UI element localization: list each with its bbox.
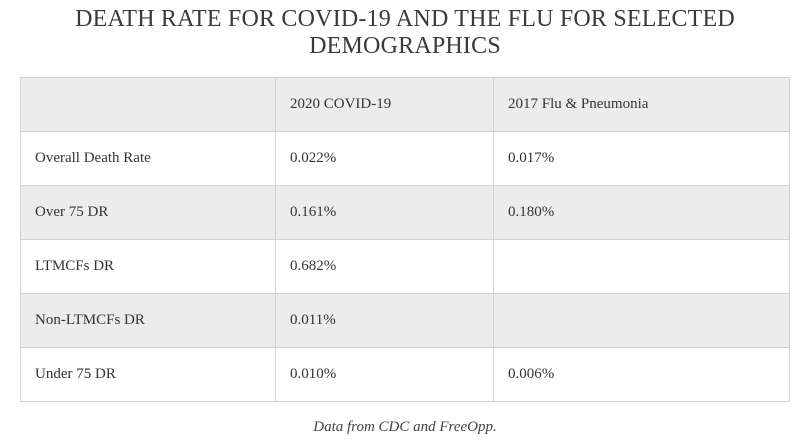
source-caption: Data from CDC and FreeOpp. <box>0 419 810 436</box>
covid-value: 0.011% <box>275 293 494 348</box>
header-cell-empty <box>20 77 276 132</box>
page-title: DEATH RATE FOR COVID-19 AND THE FLU FOR … <box>75 6 735 59</box>
caption-prefix: Data from <box>313 419 379 435</box>
covid-value: 0.161% <box>275 185 494 240</box>
covid-value: 0.682% <box>275 239 494 294</box>
table-row: Non-LTMCFs DR 0.011% <box>20 293 790 348</box>
flu-value <box>493 293 790 348</box>
header-cell-covid: 2020 COVID-19 <box>275 77 494 132</box>
covid-value: 0.022% <box>275 131 494 186</box>
caption-middle: and <box>409 419 440 435</box>
caption-suffix: . <box>492 419 497 435</box>
row-label: Under 75 DR <box>20 347 276 402</box>
row-label: Non-LTMCFs DR <box>20 293 276 348</box>
cdc-link[interactable]: CDC <box>378 419 410 435</box>
flu-value: 0.006% <box>493 347 790 402</box>
table-row: Over 75 DR 0.161% 0.180% <box>20 185 790 240</box>
row-label: LTMCFs DR <box>20 239 276 294</box>
table-row: Under 75 DR 0.010% 0.006% <box>20 347 790 402</box>
death-rate-table: 2020 COVID-19 2017 Flu & Pneumonia Overa… <box>20 77 790 402</box>
flu-value: 0.180% <box>493 185 790 240</box>
covid-value: 0.010% <box>275 347 494 402</box>
row-label: Over 75 DR <box>20 185 276 240</box>
header-cell-flu: 2017 Flu & Pneumonia <box>493 77 790 132</box>
freeopp-link[interactable]: FreeOpp <box>439 419 493 435</box>
flu-value: 0.017% <box>493 131 790 186</box>
table-header-row: 2020 COVID-19 2017 Flu & Pneumonia <box>20 77 790 132</box>
row-label: Overall Death Rate <box>20 131 276 186</box>
flu-value <box>493 239 790 294</box>
table-row: Overall Death Rate 0.022% 0.017% <box>20 131 790 186</box>
table-row: LTMCFs DR 0.682% <box>20 239 790 294</box>
